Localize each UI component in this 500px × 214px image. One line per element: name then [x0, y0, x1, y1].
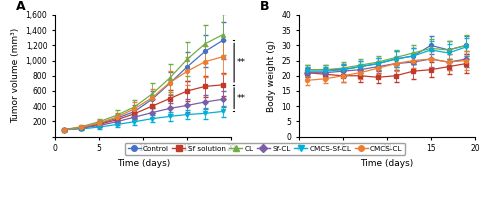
X-axis label: Time (days): Time (days): [360, 159, 414, 168]
Text: B: B: [260, 0, 269, 13]
X-axis label: Time (days): Time (days): [116, 159, 170, 168]
Y-axis label: Body weight (g): Body weight (g): [266, 40, 276, 112]
Text: **: **: [237, 94, 246, 103]
Text: A: A: [16, 0, 26, 13]
Text: **: **: [237, 58, 246, 67]
Legend: Control, Sf solution, CL, Sf-CL, CMCS-Sf-CL, CMCS-CL: Control, Sf solution, CL, Sf-CL, CMCS-Sf…: [125, 143, 405, 155]
Y-axis label: Tumor volume (mm³): Tumor volume (mm³): [11, 28, 20, 123]
